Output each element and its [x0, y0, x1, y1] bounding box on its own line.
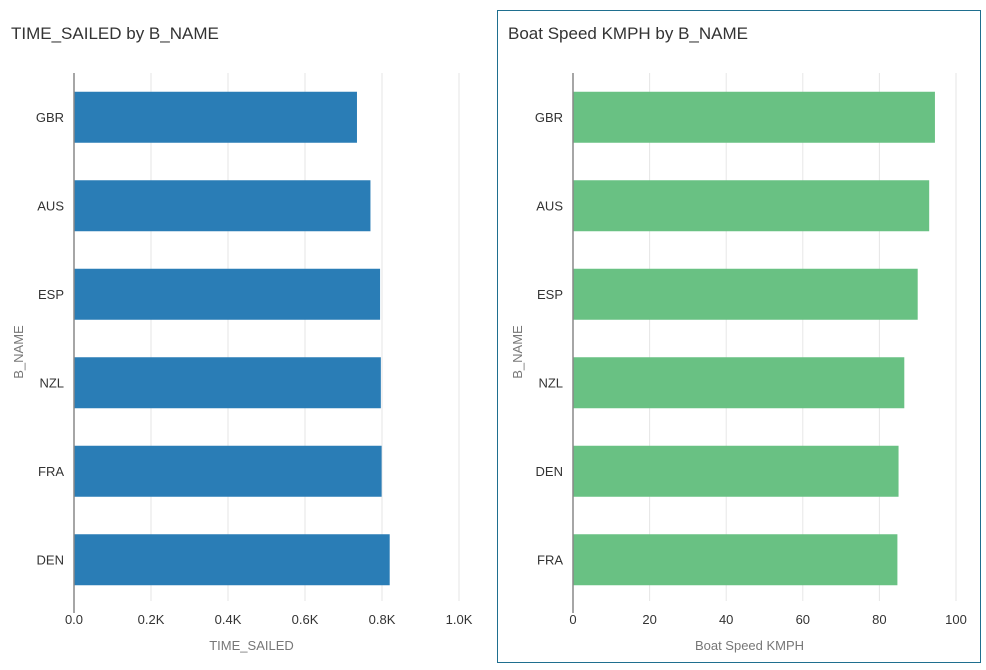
- bar-gbr: [573, 91, 935, 143]
- x-tick-label: 80: [872, 612, 886, 627]
- category-label: DEN: [536, 464, 563, 479]
- x-tick-label: 0: [569, 612, 576, 627]
- bar-fra: [74, 445, 382, 497]
- y-axis-title: B_NAME: [11, 325, 26, 379]
- category-label: GBR: [36, 110, 64, 125]
- x-tick-label: 1.0K: [446, 612, 473, 627]
- x-tick-label: 40: [719, 612, 733, 627]
- category-label: ESP: [537, 287, 563, 302]
- chart-title: Boat Speed KMPH by B_NAME: [508, 24, 749, 43]
- time-sailed-bar-chart: GBR AUS ESP NZL FRA DEN 0.0 0.2K 0.4K 0.6K 0.8K 1.0…: [11, 73, 473, 653]
- boat-speed-chart-panel[interactable]: Boat Speed KMPH by B_NAME GBR AUS ESP NZL DE…: [497, 10, 981, 663]
- category-label: GBR: [535, 110, 563, 125]
- bar-gbr: [74, 91, 357, 143]
- bar-fra: [573, 534, 898, 586]
- bar-den: [74, 534, 390, 586]
- category-label: FRA: [537, 552, 563, 567]
- chart-title: TIME_SAILED by B_NAME: [11, 24, 219, 43]
- category-label: FRA: [38, 464, 64, 479]
- x-tick-label: 60: [796, 612, 810, 627]
- category-label: AUS: [37, 198, 64, 213]
- bar-nzl: [573, 357, 905, 409]
- x-tick-label: 0.8K: [369, 612, 396, 627]
- x-tick-label: 0.2K: [138, 612, 165, 627]
- x-axis-title: Boat Speed KMPH: [695, 638, 804, 653]
- x-tick-label: 0.0: [65, 612, 83, 627]
- category-label: AUS: [536, 198, 563, 213]
- boat-speed-bar-chart: GBR AUS ESP NZL DEN FRA 0 20 40 60 80 100 Boat Speed…: [510, 73, 967, 653]
- x-tick-label: 0.6K: [292, 612, 319, 627]
- category-label: DEN: [37, 552, 64, 567]
- category-label: NZL: [39, 375, 64, 390]
- y-axis-title: B_NAME: [510, 325, 525, 379]
- bar-aus: [573, 180, 930, 232]
- bar-nzl: [74, 357, 381, 409]
- time-sailed-chart-panel[interactable]: TIME_SAILED by B_NAME GBR AUS ESP NZL FRA DEN…: [0, 10, 490, 663]
- category-label: NZL: [538, 375, 563, 390]
- bar-den: [573, 445, 899, 497]
- bar-esp: [573, 268, 918, 320]
- bar-esp: [74, 268, 381, 320]
- bar-aus: [74, 180, 371, 232]
- x-tick-label: 100: [945, 612, 967, 627]
- category-label: ESP: [38, 287, 64, 302]
- x-tick-label: 20: [642, 612, 656, 627]
- x-tick-label: 0.4K: [215, 612, 242, 627]
- x-axis-title: TIME_SAILED: [209, 638, 294, 653]
